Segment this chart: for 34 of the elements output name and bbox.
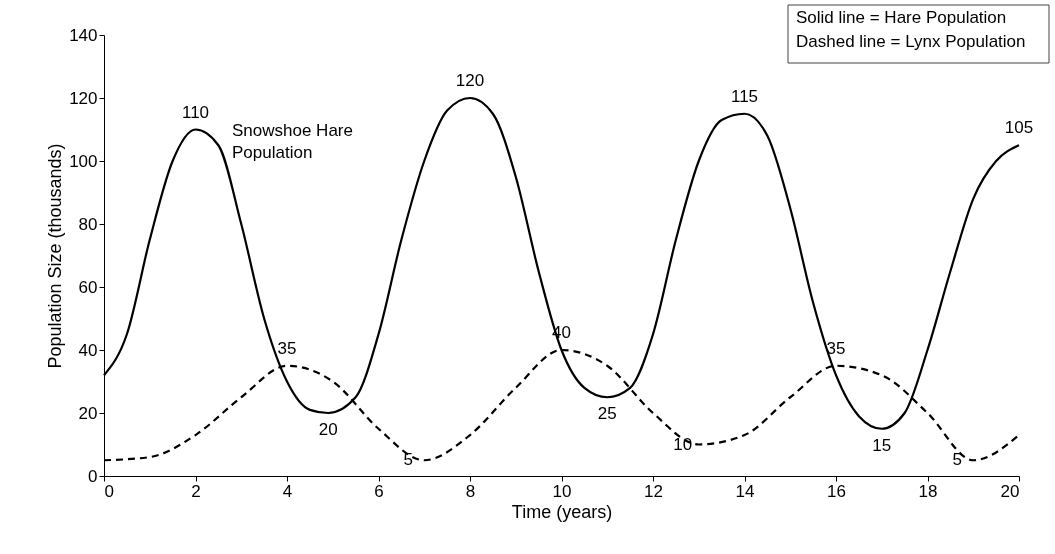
annotation: Snowshoe Hare Population	[232, 121, 353, 162]
x-axis-title: Time (years)	[511, 501, 613, 522]
x-tick-label: 14	[735, 481, 755, 501]
annotation: 35	[826, 338, 846, 358]
annotation: Dashed line = Lynx Population	[796, 32, 1026, 51]
annotation: 15	[872, 435, 892, 455]
x-tick-label: 8	[465, 481, 476, 501]
annotation: 10	[673, 434, 693, 454]
annotation: 110	[181, 102, 210, 122]
y-tick-label: 120	[69, 88, 98, 108]
annotation: 115	[730, 86, 759, 106]
x-tick-label: 20	[1000, 481, 1020, 501]
y-tick-label: 0	[88, 466, 98, 486]
x-tick-label: 12	[644, 481, 663, 501]
y-tick-label: 40	[78, 340, 98, 360]
annotation: 20	[318, 420, 338, 439]
annotation: 25	[597, 404, 617, 424]
text: Solid line = Hare Population	[796, 8, 1007, 27]
y-axis-title: Population Size (thousands)	[45, 143, 66, 369]
y-tick-label: 60	[78, 277, 98, 297]
annotation: 35	[277, 338, 297, 358]
x-tick-label: 2	[191, 481, 201, 501]
x-tick-label: 4	[282, 481, 293, 501]
x-tick-label: 16	[827, 481, 846, 501]
x-tick-label: 6	[374, 481, 384, 501]
y-tick-label: 80	[78, 214, 98, 234]
y-tick-label: 100	[69, 151, 98, 171]
y-tick-label: 140	[69, 25, 98, 45]
x-tick-label: 0	[104, 481, 114, 501]
annotation: 105	[1004, 118, 1034, 138]
annotation: 120	[455, 71, 485, 90]
x-tick-label: 10	[552, 481, 572, 501]
x-tick-label: 18	[918, 481, 938, 501]
y-tick-label: 20	[78, 403, 98, 423]
